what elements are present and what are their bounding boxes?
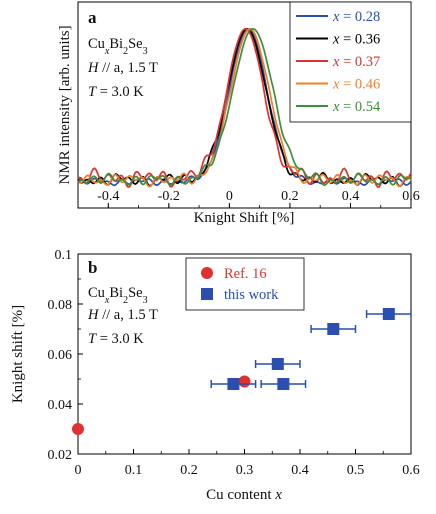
panel-b-y-axis-label: Knight shift [%]: [10, 305, 26, 403]
panel-a-x-tick-label: 0: [226, 189, 233, 204]
panel-b-y-tick-label: 0.08: [48, 298, 73, 313]
panel-a-curves: [77, 28, 412, 189]
panel-b-x-tick-label: 0: [75, 463, 82, 478]
panel-b-legend: Ref. 16 this work: [185, 257, 305, 311]
panel-a-label: a: [88, 8, 97, 27]
panel-b: 0 0.1 0.2 0.3 0.4 0.5 0.6 0.02 0.04 0.06 0.08 0.1 b…: [10, 248, 420, 503]
panel-a-temperature: T = 3.0 K: [88, 84, 144, 100]
panel-a: -0.4 -0.2 0 0.2 0.4 0.6 a CuxBi2Se3 H // a, 1…: [57, 1, 420, 226]
data-point-square: [327, 323, 340, 335]
panel-a-x-tick-label: 0.2: [281, 189, 299, 204]
panel-b-x-tick-label: 0.6: [402, 463, 420, 478]
panel-a-legend-entry: x = 0.54: [332, 99, 381, 115]
data-point-square: [271, 358, 284, 370]
panel-b-info: CuxBi2Se3 H // a, 1.5 T T = 3.0 K: [87, 285, 158, 347]
panel-b-y-tick-label: 0.1: [55, 248, 73, 263]
panel-b-label: b: [88, 258, 97, 277]
panel-a-y-axis-label: NMR intensity [arb. units]: [57, 25, 73, 184]
panel-a-material: CuxBi2Se3: [88, 36, 148, 57]
panel-a-x-ticks: -0.4 -0.2 0 0.2 0.4 0.6: [77, 189, 420, 208]
data-point-square: [227, 378, 240, 390]
panel-b-y-tick-label: 0.04: [48, 398, 73, 413]
panel-b-legend-entry: Ref. 16: [224, 266, 267, 282]
panel-a-field: H // a, 1.5 T: [87, 60, 158, 76]
panel-b-x-tick-label: 0.1: [125, 463, 143, 478]
panel-a-x-tick-label: 0.6: [402, 189, 420, 204]
panel-a-x-tick-label: -0.4: [97, 189, 119, 204]
panel-b-temperature: T = 3.0 K: [88, 331, 144, 347]
panel-b-material: CuxBi2Se3: [88, 285, 148, 306]
panel-b-x-tick-label: 0.4: [291, 463, 309, 478]
panel-b-y-tick-label: 0.02: [48, 448, 73, 463]
panel-b-x-tick-label: 0.3: [236, 463, 254, 478]
data-point-square: [382, 308, 395, 320]
panel-a-x-axis-label: Knight Shift [%]: [194, 210, 295, 226]
panel-b-ticks: 0 0.1 0.2 0.3 0.4 0.5 0.6 0.02 0.04 0.06 0.08 0.1: [48, 248, 420, 478]
panel-b-legend-entry: this work: [224, 287, 279, 303]
panel-b-field: H // a, 1.5 T: [87, 307, 158, 323]
data-point-circle: [72, 423, 84, 435]
panel-a-series-line: [77, 28, 412, 187]
panel-a-series-line: [77, 28, 412, 187]
panel-a-legend: x = 0.28 x = 0.36 x = 0.37 x = 0.46 x = 0.54: [289, 1, 412, 123]
panel-a-legend-entry: x = 0.37: [332, 54, 380, 70]
panel-b-x-axis-label: Cu content x: [206, 487, 282, 503]
panel-b-x-tick-label: 0.2: [180, 463, 198, 478]
panel-a-legend-entry: x = 0.28: [332, 9, 380, 25]
panel-a-legend-entry: x = 0.36: [332, 32, 380, 48]
panel-b-x-tick-label: 0.5: [347, 463, 365, 478]
panel-b-legend-marker: [201, 267, 213, 279]
panel-b-y-tick-label: 0.06: [48, 348, 73, 363]
panel-a-x-tick-label: -0.2: [158, 189, 180, 204]
panel-b-legend-box: [185, 257, 305, 311]
panel-a-info: CuxBi2Se3 H // a, 1.5 T T = 3.0 K: [87, 36, 158, 100]
data-point-square: [277, 378, 290, 390]
panel-a-legend-entry: x = 0.46: [332, 77, 380, 93]
panel-a-x-tick-label: 0.4: [342, 189, 360, 204]
panel-b-points: [72, 308, 412, 435]
panel-b-legend-marker: [201, 288, 213, 300]
data-point-circle: [238, 375, 251, 388]
